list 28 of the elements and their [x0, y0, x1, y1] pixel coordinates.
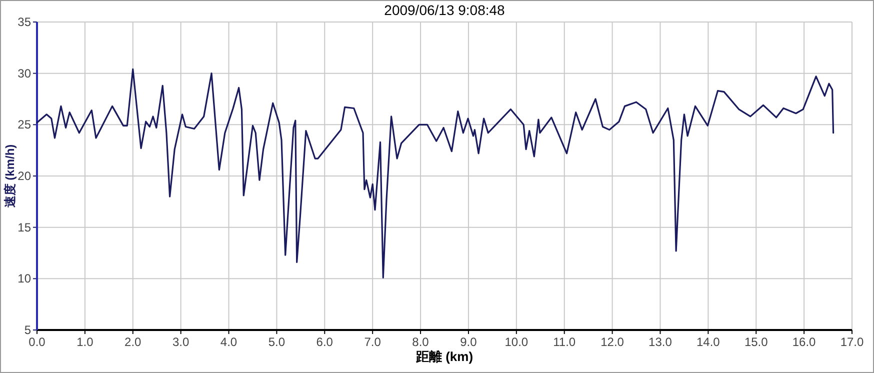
x-tick-label: 11.0	[553, 335, 576, 349]
x-tick-label: 3.0	[172, 335, 190, 349]
x-tick-label: 12.0	[600, 335, 624, 349]
x-tick-label: 7.0	[364, 335, 382, 349]
x-tick-label: 14.0	[696, 335, 720, 349]
x-tick-label: 4.0	[220, 335, 238, 349]
x-tick-label: 5.0	[268, 335, 286, 349]
y-tick-label: 35	[18, 15, 32, 29]
x-tick-label: 1.0	[76, 335, 94, 349]
x-tick-label: 2.0	[124, 335, 142, 349]
y-tick-label: 25	[18, 118, 32, 132]
chart-title: 2009/06/13 9:08:48	[384, 2, 506, 18]
x-tick-label: 13.0	[648, 335, 672, 349]
y-tick-label: 10	[18, 272, 32, 286]
x-tick-label: 9.0	[460, 335, 478, 349]
x-tick-label: 6.0	[316, 335, 334, 349]
y-axis-title: 速度 (km/h)	[3, 144, 17, 209]
x-tick-label: 0.0	[28, 335, 46, 349]
x-tick-label: 16.0	[792, 335, 816, 349]
y-tick-label: 15	[18, 220, 32, 234]
x-tick-label: 8.0	[412, 335, 430, 349]
y-tick-label: 30	[18, 66, 32, 80]
x-tick-label: 17.0	[840, 335, 864, 349]
x-tick-label: 15.0	[744, 335, 768, 349]
x-tick-label: 10.0	[504, 335, 528, 349]
x-axis-title: 距離 (km)	[414, 349, 474, 364]
y-tick-label: 20	[18, 169, 32, 183]
y-tick-label: 5	[24, 323, 32, 337]
